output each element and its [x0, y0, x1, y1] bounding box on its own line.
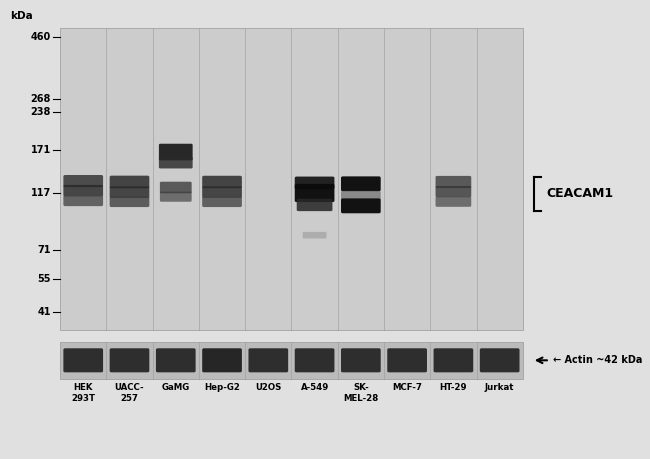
FancyBboxPatch shape	[434, 348, 473, 372]
Text: ← Actin ~42 kDa: ← Actin ~42 kDa	[553, 355, 642, 365]
FancyBboxPatch shape	[436, 176, 471, 188]
Text: 268: 268	[31, 94, 51, 104]
Text: SK-
MEL-28: SK- MEL-28	[343, 383, 378, 403]
FancyBboxPatch shape	[296, 199, 332, 211]
FancyBboxPatch shape	[341, 198, 381, 213]
FancyBboxPatch shape	[436, 196, 471, 207]
Text: 71: 71	[38, 245, 51, 255]
FancyBboxPatch shape	[64, 175, 103, 187]
Text: Hep-G2: Hep-G2	[204, 383, 240, 392]
FancyBboxPatch shape	[64, 185, 103, 196]
FancyBboxPatch shape	[156, 348, 196, 372]
FancyBboxPatch shape	[202, 176, 242, 188]
Text: 55: 55	[38, 274, 51, 284]
Text: 171: 171	[31, 145, 51, 155]
Text: kDa: kDa	[10, 11, 32, 21]
FancyBboxPatch shape	[294, 177, 335, 189]
Text: CEACAM1: CEACAM1	[547, 187, 614, 200]
FancyBboxPatch shape	[110, 196, 150, 207]
FancyBboxPatch shape	[160, 191, 192, 202]
FancyBboxPatch shape	[480, 348, 519, 372]
FancyBboxPatch shape	[64, 196, 103, 206]
Text: A-549: A-549	[300, 383, 329, 392]
FancyBboxPatch shape	[248, 348, 288, 372]
FancyBboxPatch shape	[202, 186, 242, 198]
Text: GaMG: GaMG	[162, 383, 190, 392]
Text: HEK
293T: HEK 293T	[72, 383, 96, 403]
FancyBboxPatch shape	[202, 196, 242, 207]
Text: HT-29: HT-29	[439, 383, 467, 392]
FancyBboxPatch shape	[110, 176, 150, 188]
Text: MCF-7: MCF-7	[392, 383, 422, 392]
FancyBboxPatch shape	[202, 348, 242, 372]
Text: 460: 460	[31, 32, 51, 42]
FancyBboxPatch shape	[303, 232, 326, 239]
FancyBboxPatch shape	[294, 348, 335, 372]
FancyBboxPatch shape	[159, 144, 192, 160]
Bar	[60, 28, 523, 330]
FancyBboxPatch shape	[159, 157, 192, 168]
FancyBboxPatch shape	[64, 348, 103, 372]
Text: U2OS: U2OS	[255, 383, 281, 392]
FancyBboxPatch shape	[341, 191, 381, 200]
FancyBboxPatch shape	[110, 348, 150, 372]
Text: 238: 238	[31, 107, 51, 117]
Text: 117: 117	[31, 188, 51, 198]
FancyBboxPatch shape	[341, 348, 381, 372]
Text: Jurkat: Jurkat	[485, 383, 514, 392]
Text: UACC-
257: UACC- 257	[114, 383, 144, 403]
FancyBboxPatch shape	[387, 348, 427, 372]
FancyBboxPatch shape	[341, 176, 381, 191]
FancyBboxPatch shape	[436, 186, 471, 197]
FancyBboxPatch shape	[160, 182, 192, 193]
FancyBboxPatch shape	[294, 184, 335, 202]
Text: 41: 41	[38, 308, 51, 318]
FancyBboxPatch shape	[110, 186, 150, 198]
Bar	[60, 342, 523, 379]
